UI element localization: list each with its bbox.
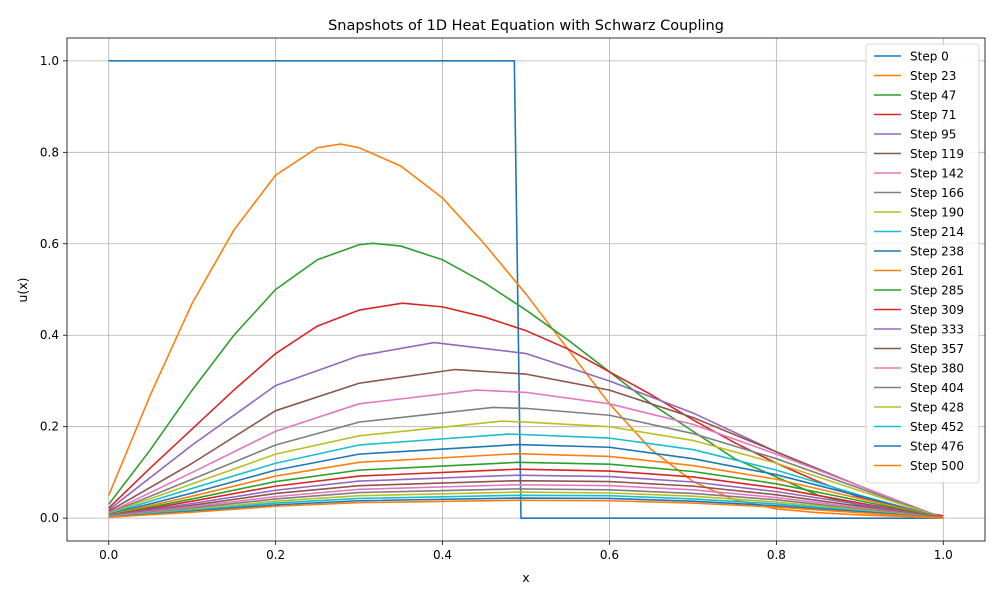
x-axis-ticks: 0.0 0.2 0.4 0.6 0.8 1.0 <box>99 541 953 562</box>
legend-label: Step 190 <box>910 206 964 220</box>
legend-label: Step 261 <box>910 264 964 278</box>
series-line-2 <box>108 242 944 519</box>
series-line-14 <box>108 474 944 519</box>
legend-label: Step 404 <box>910 381 964 395</box>
series-line-0 <box>108 60 944 519</box>
x-tick-label: 0.4 <box>433 548 452 562</box>
x-tick-label: 0.6 <box>600 548 619 562</box>
legend-label: Step 285 <box>910 284 964 298</box>
legend-label: Step 142 <box>910 167 964 181</box>
series-line-3 <box>108 302 944 517</box>
series-line-19 <box>108 494 944 519</box>
series-line-10 <box>108 443 944 519</box>
y-axis-ticks: 0.0 0.2 0.4 0.6 0.8 1.0 <box>40 54 67 525</box>
series-line-16 <box>108 483 944 519</box>
legend-label: Step 95 <box>910 128 956 142</box>
series-line-9 <box>108 433 944 519</box>
legend-label: Step 357 <box>910 342 964 356</box>
legend-label: Step 500 <box>910 459 964 473</box>
y-tick-label: 0.8 <box>40 145 59 159</box>
legend-label: Step 428 <box>910 401 964 415</box>
series-line-20 <box>108 497 944 519</box>
legend-label: Step 452 <box>910 420 964 434</box>
series-line-17 <box>108 488 944 519</box>
series-line-7 <box>108 406 944 519</box>
series-line-12 <box>108 461 944 519</box>
legend-label: Step 476 <box>910 440 964 454</box>
series-line-15 <box>108 479 944 519</box>
series-line-1 <box>107 143 944 519</box>
series-line-13 <box>108 468 944 519</box>
y-tick-label: 0.2 <box>40 420 59 434</box>
legend-label: Step 214 <box>910 225 964 239</box>
series-line-18 <box>108 491 944 519</box>
x-tick-label: 0.8 <box>767 548 786 562</box>
chart-title: Snapshots of 1D Heat Equation with Schwa… <box>328 18 724 34</box>
series-line-6 <box>108 389 944 519</box>
legend-label: Step 333 <box>910 323 964 337</box>
legend-label: Step 0 <box>910 50 949 64</box>
x-tick-label: 0.0 <box>99 548 118 562</box>
legend-label: Step 166 <box>910 186 964 200</box>
legend-label: Step 71 <box>910 108 956 122</box>
series-line-21 <box>108 499 944 519</box>
x-axis-label: x <box>522 570 529 585</box>
legend: Step 0 Step 23 Step 47 Step 71 Step 95 Step 1… <box>865 43 980 484</box>
plot-frame <box>66 37 986 542</box>
series-line-11 <box>108 452 944 519</box>
series-line-8 <box>108 420 944 519</box>
y-tick-label: 0.0 <box>40 511 59 525</box>
series-line-5 <box>108 368 944 519</box>
legend-label: Step 23 <box>910 69 956 83</box>
legend-label: Step 47 <box>910 89 956 103</box>
x-tick-label: 0.2 <box>266 548 285 562</box>
y-tick-label: 0.4 <box>40 328 59 342</box>
series-lines <box>107 60 944 519</box>
x-tick-label: 1.0 <box>934 548 953 562</box>
legend-label: Step 238 <box>910 245 964 259</box>
legend-label: Step 119 <box>910 147 964 161</box>
y-tick-label: 1.0 <box>40 54 59 68</box>
y-axis-label: u(x) <box>15 277 30 302</box>
legend-label: Step 380 <box>910 362 964 376</box>
legend-label: Step 309 <box>910 303 964 317</box>
y-tick-label: 0.6 <box>40 237 59 251</box>
